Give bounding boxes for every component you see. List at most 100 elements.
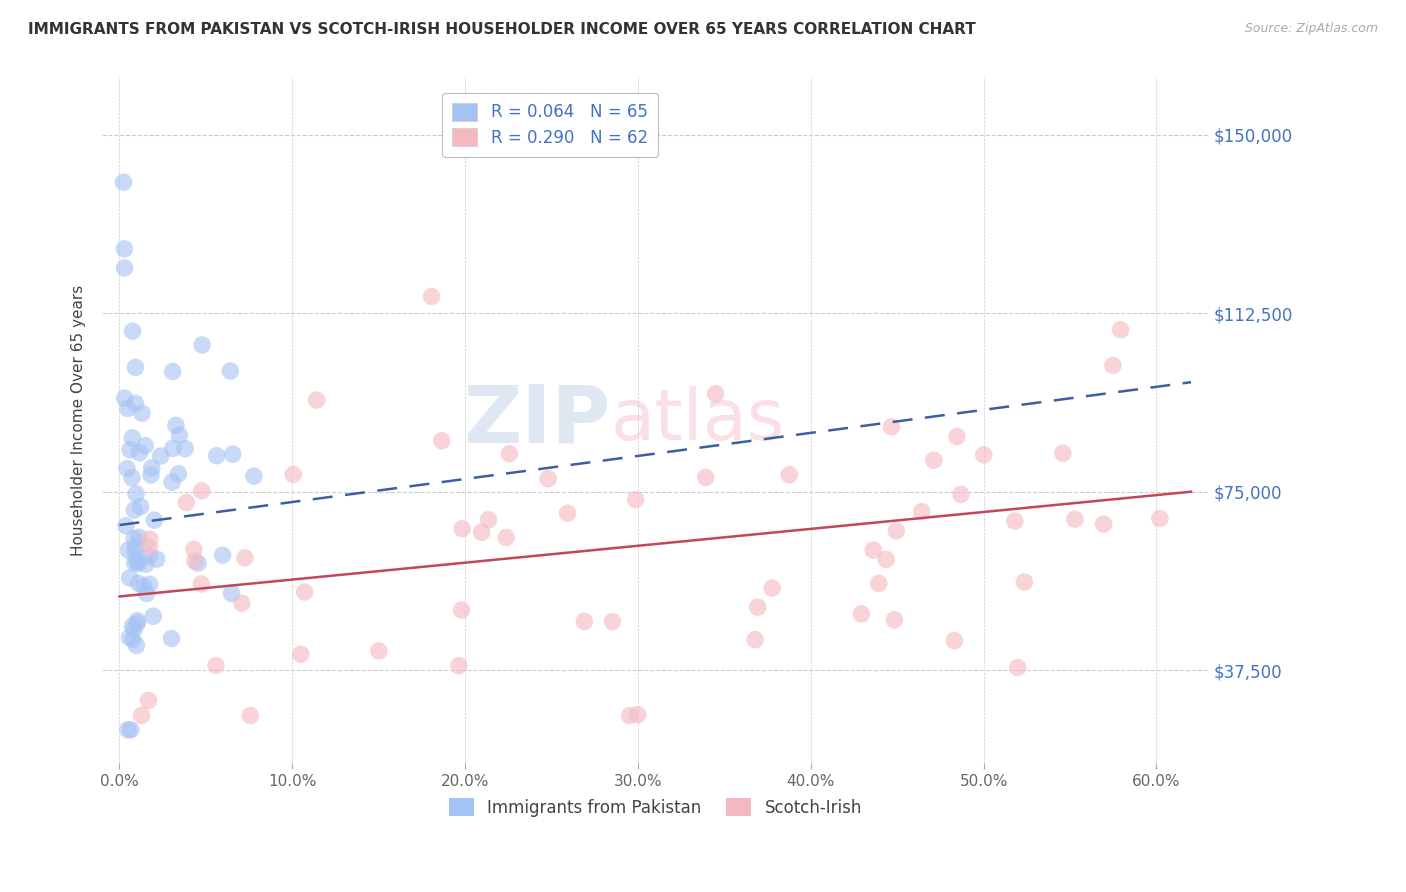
- Point: [205, 658, 228, 673]
- Point: [128, 530, 150, 544]
- Point: [205, 449, 228, 463]
- Point: [1149, 511, 1171, 525]
- Point: [183, 554, 205, 568]
- Point: [124, 396, 146, 410]
- Point: [121, 431, 143, 445]
- Point: [121, 619, 143, 633]
- Point: [187, 556, 209, 570]
- Point: [911, 505, 934, 519]
- Point: [127, 616, 149, 631]
- Point: [368, 644, 391, 658]
- Point: [138, 577, 160, 591]
- Point: [190, 577, 212, 591]
- Point: [121, 324, 143, 338]
- Point: [125, 487, 148, 501]
- Point: [167, 467, 190, 481]
- Point: [160, 632, 183, 646]
- Y-axis label: Householder Income Over 65 years: Householder Income Over 65 years: [72, 285, 86, 556]
- Point: [943, 633, 966, 648]
- Point: [695, 470, 717, 484]
- Point: [1052, 446, 1074, 460]
- Point: [160, 475, 183, 489]
- Point: [1004, 514, 1026, 528]
- Point: [1063, 512, 1085, 526]
- Point: [1014, 574, 1036, 589]
- Point: [949, 487, 972, 501]
- Point: [120, 723, 142, 737]
- Text: Source: ZipAtlas.com: Source: ZipAtlas.com: [1244, 22, 1378, 36]
- Point: [602, 615, 624, 629]
- Point: [114, 391, 136, 405]
- Point: [149, 449, 172, 463]
- Point: [704, 386, 727, 401]
- Point: [243, 469, 266, 483]
- Point: [118, 442, 141, 457]
- Point: [747, 600, 769, 615]
- Point: [132, 579, 155, 593]
- Point: [162, 442, 184, 456]
- Point: [121, 471, 143, 485]
- Point: [124, 544, 146, 558]
- Point: [145, 552, 167, 566]
- Point: [124, 360, 146, 375]
- Point: [122, 632, 145, 647]
- Point: [862, 543, 884, 558]
- Point: [114, 260, 136, 275]
- Point: [135, 586, 157, 600]
- Text: atlas: atlas: [612, 385, 786, 455]
- Point: [138, 549, 160, 563]
- Point: [125, 540, 148, 554]
- Point: [118, 631, 141, 645]
- Point: [619, 708, 641, 723]
- Point: [131, 406, 153, 420]
- Point: [1102, 359, 1125, 373]
- Point: [761, 581, 783, 595]
- Point: [118, 571, 141, 585]
- Point: [125, 638, 148, 652]
- Point: [1092, 517, 1115, 532]
- Point: [211, 548, 233, 562]
- Point: [124, 556, 146, 570]
- Point: [142, 609, 165, 624]
- Point: [125, 555, 148, 569]
- Point: [239, 708, 262, 723]
- Point: [495, 531, 517, 545]
- Point: [1109, 323, 1132, 337]
- Point: [868, 576, 890, 591]
- Point: [183, 542, 205, 557]
- Point: [447, 658, 470, 673]
- Point: [233, 550, 256, 565]
- Point: [139, 467, 162, 482]
- Point: [176, 495, 198, 509]
- Point: [190, 483, 212, 498]
- Point: [294, 585, 316, 599]
- Point: [305, 393, 328, 408]
- Point: [112, 242, 135, 256]
- Point: [430, 434, 453, 448]
- Point: [880, 419, 903, 434]
- Point: [1007, 660, 1029, 674]
- Point: [221, 586, 243, 600]
- Point: [138, 541, 160, 555]
- Point: [191, 338, 214, 352]
- Point: [124, 503, 146, 517]
- Point: [471, 525, 494, 540]
- Legend: Immigrants from Pakistan, Scotch-Irish: Immigrants from Pakistan, Scotch-Irish: [441, 791, 869, 823]
- Point: [129, 500, 152, 514]
- Point: [883, 613, 905, 627]
- Point: [450, 603, 472, 617]
- Point: [221, 447, 243, 461]
- Point: [117, 543, 139, 558]
- Point: [451, 522, 474, 536]
- Point: [117, 723, 139, 737]
- Point: [886, 524, 908, 538]
- Point: [283, 467, 305, 482]
- Point: [122, 623, 145, 637]
- Point: [134, 439, 156, 453]
- Point: [922, 453, 945, 467]
- Point: [143, 513, 166, 527]
- Point: [135, 557, 157, 571]
- Point: [778, 467, 800, 482]
- Point: [290, 647, 312, 661]
- Point: [112, 175, 135, 189]
